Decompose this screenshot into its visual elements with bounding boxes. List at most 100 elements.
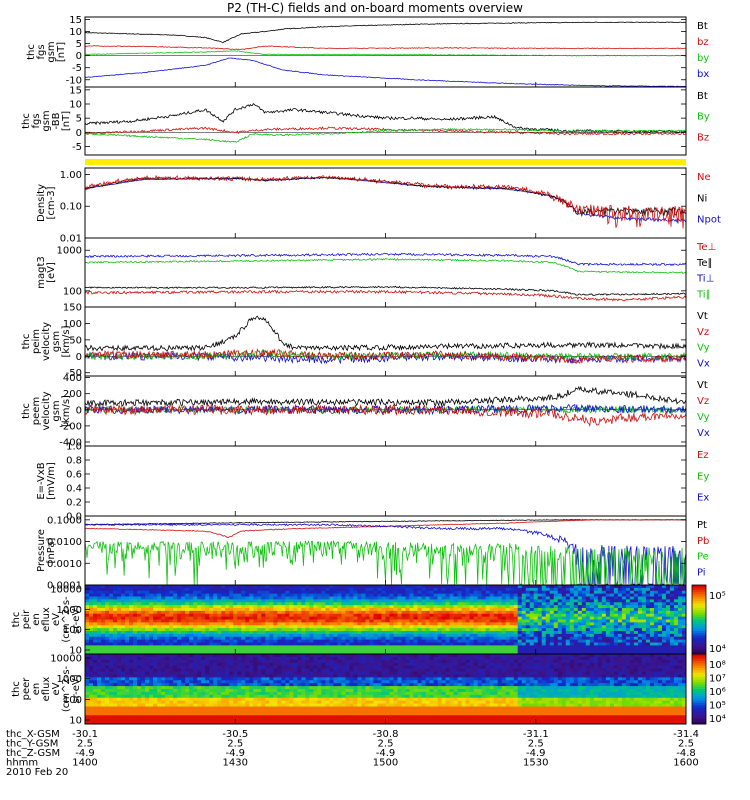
spectrogram-cell (405, 622, 410, 626)
spectrogram-cell (249, 709, 254, 713)
spectrogram-cell (589, 616, 595, 620)
spectrogram-cell (337, 596, 342, 600)
spectrogram-cell (85, 593, 90, 597)
spectrogram-cell (373, 590, 378, 595)
spectrogram-cell (221, 671, 226, 675)
spectrogram-cell (321, 631, 326, 635)
spectrogram-cell (105, 599, 110, 603)
spectrogram-cell (557, 610, 563, 615)
spectrogram-cell (253, 659, 258, 664)
spectrogram-cell (185, 683, 190, 687)
spectrogram-cell (437, 619, 442, 623)
spectrogram-cell (625, 625, 631, 629)
spectrogram-cell (425, 590, 430, 595)
spectrogram-cell (137, 593, 142, 597)
spectrogram-cell (193, 668, 198, 672)
spectrogram-cell (241, 659, 246, 664)
spectrogram-cell (197, 633, 202, 638)
spectrogram-cell (313, 587, 318, 592)
spectrogram-cell (657, 622, 663, 626)
legend-label: Vz (697, 327, 709, 338)
spectrogram-cell (581, 622, 587, 626)
spectrogram-cell (213, 610, 218, 615)
spectrogram-cell (245, 631, 250, 635)
spectrogram-cell (549, 642, 555, 646)
spectrogram-cell (197, 625, 202, 629)
spectrogram-cell (169, 590, 174, 595)
spectrogram-cell (137, 616, 142, 620)
spectrogram-cell (489, 608, 495, 612)
spectrogram-cell (169, 651, 174, 655)
spectrogram-cell (549, 585, 555, 589)
spectrogram-cell (149, 590, 154, 595)
spectrogram-cell (405, 651, 410, 655)
spectrogram-cell (473, 602, 479, 606)
spectrogram-cell (557, 608, 563, 612)
spectrogram-cell (305, 616, 310, 620)
spectrogram-cell (545, 608, 551, 612)
spectrogram-cell (101, 639, 106, 643)
spectrogram-cell (477, 616, 483, 620)
spectrogram-cell (93, 645, 98, 649)
spectrogram-cell (249, 665, 254, 669)
spectrogram-cell (621, 651, 627, 655)
spectrogram-cell (113, 721, 118, 725)
spectrogram-cell (273, 613, 278, 618)
ylabel-line: [nT] (61, 111, 72, 131)
spectrogram-cell (97, 654, 102, 658)
spectrogram-cell (121, 662, 126, 667)
spectrogram-cell (549, 631, 555, 635)
spectrogram-cell (217, 616, 222, 620)
spectrogram-cell (125, 709, 130, 713)
spectrogram-cell (649, 628, 655, 632)
spectrogram-cell (189, 715, 194, 719)
spectrogram-cell (85, 712, 90, 716)
spectrogram-cell (401, 628, 406, 632)
spectrogram-cell (137, 659, 142, 664)
ytick-label: 0.8 (66, 456, 82, 467)
spectrogram-cell (169, 709, 174, 713)
spectrogram-cell (213, 605, 218, 609)
spectrogram-cell (497, 608, 503, 612)
spectrogram-cell (349, 642, 354, 646)
spectrogram-cell (169, 602, 174, 606)
spectrogram-cell (113, 605, 118, 609)
spectrogram-cell (161, 587, 166, 592)
spectrogram-cell (165, 718, 170, 722)
spectrogram-cell (89, 636, 94, 641)
spectrogram-cell (661, 593, 667, 597)
spectrogram-cell (161, 590, 166, 595)
spectrogram-cell (325, 613, 330, 618)
spectrogram-cell (481, 587, 487, 592)
spectrogram-cell (253, 712, 258, 716)
spectrogram-cell (401, 585, 406, 589)
spectrogram-cell (345, 593, 350, 597)
spectrogram-cell (145, 697, 150, 702)
spectrogram-cell (221, 636, 226, 641)
ytick-label: -5 (72, 142, 82, 153)
spectrogram-cell (565, 651, 571, 655)
spectrogram-cell (89, 610, 94, 615)
spectrogram-cell (621, 622, 627, 626)
spectrogram-cell (233, 596, 238, 600)
spectrogram-cell (133, 633, 138, 638)
spectrogram-cell (257, 619, 262, 623)
spectrogram-cell (565, 605, 571, 609)
spectrogram-cell (645, 651, 651, 655)
spectrogram-cell (389, 605, 394, 609)
spectrogram-cell (381, 628, 386, 632)
spectrogram-cell (109, 628, 114, 632)
spectrogram-cell (121, 671, 126, 675)
spectrogram-cell (449, 593, 455, 597)
spectrogram-cell (253, 662, 258, 667)
spectrogram-cell (85, 683, 90, 687)
spectrogram-cell (217, 668, 222, 672)
spectrogram-cell (189, 656, 194, 661)
spectrogram-cell (417, 631, 422, 635)
spectrogram-cell (129, 671, 134, 675)
spectrogram-cell (209, 642, 214, 646)
spectrogram-cell (189, 700, 194, 704)
spectrogram-cell (125, 628, 130, 632)
spectrogram-cell (617, 587, 623, 592)
spectrogram-cell (105, 619, 110, 623)
